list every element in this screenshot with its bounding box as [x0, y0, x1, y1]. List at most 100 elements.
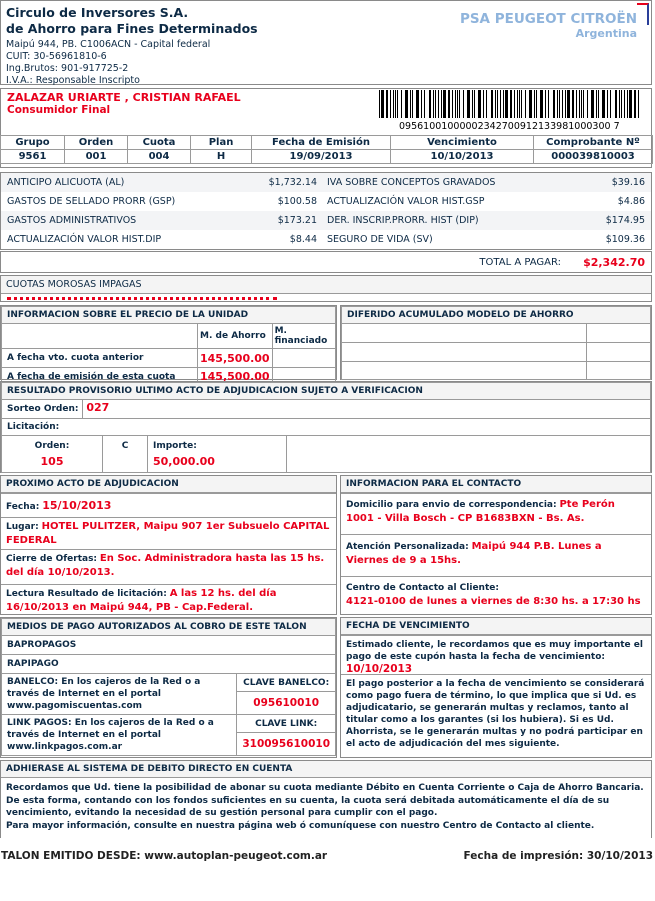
charge-label: ANTICIPO ALICUOTA (AL): [7, 177, 125, 188]
summary-header: Vencimiento: [390, 135, 534, 150]
barcode-bar: [621, 90, 622, 118]
total-row: TOTAL A PAGAR: $2,342.70: [0, 251, 652, 273]
barcode-bar: [619, 90, 620, 118]
pago-bapropagos: BAPROPAGOS: [1, 635, 336, 655]
summary-header: Cuota: [127, 135, 191, 150]
resultado-title: RESULTADO PROVISORIO ULTIMO ACTO DE ADJU…: [1, 382, 651, 400]
precio-row-value: 145,500.00: [197, 348, 273, 368]
footer-print-date: Fecha de impresión: 30/10/2013: [463, 850, 653, 862]
importe-label: Importe:: [153, 441, 197, 451]
charge-row: GASTOS DE SELLADO PRORR (GSP) $100.58 ACTU…: [1, 192, 651, 211]
barcode-bar: [638, 90, 639, 118]
charge-label: SEGURO DE VIDA (SV): [327, 234, 433, 245]
barcode-bar: [634, 90, 636, 118]
debito-text: Para mayor información, consulte en nues…: [6, 820, 595, 831]
vencimiento-date: 10/10/2013: [346, 663, 413, 675]
proximo-acto-section: PROXIMO ACTO DE ADJUDICACION Fecha: 15/1…: [0, 475, 337, 615]
charge-amount: $173.21: [277, 215, 317, 226]
barcode-bar: [627, 90, 628, 118]
barcode-bar: [562, 90, 563, 118]
total-value: $2,342.70: [583, 256, 645, 269]
barcode-bar: [386, 90, 388, 118]
charge-row: ANTICIPO ALICUOTA (AL) $1,732.14 IVA SOBRE…: [1, 173, 651, 192]
summary-value: H: [190, 149, 252, 164]
summary-value: 9561: [0, 149, 65, 164]
summary-value: 001: [64, 149, 128, 164]
licitacion-label: Licitación:: [1, 418, 651, 436]
fecha-value: 15/10/2013: [42, 499, 112, 512]
barcode-bar: [452, 90, 453, 118]
barcode-bar: [565, 90, 566, 118]
barcode-bar: [455, 90, 456, 118]
barcode-bar: [435, 90, 436, 118]
banelco-key: 095610010: [236, 691, 336, 715]
cuotas-morosas-title: CUOTAS MOROSAS IMPAGAS: [1, 276, 651, 294]
barcode-bar: [503, 90, 504, 118]
summary-value: 10/10/2013: [390, 149, 534, 164]
barcode-bar: [536, 90, 537, 118]
summary-value: 000039810003: [533, 149, 653, 164]
barcode-bar: [598, 90, 599, 118]
barcode-bar: [576, 90, 577, 118]
barcode-bar: [497, 90, 498, 118]
barcode-bar: [567, 90, 570, 118]
contacto-title: INFORMACION PARA EL CONTACTO: [341, 476, 651, 493]
charges-section: ANTICIPO ALICUOTA (AL) $1,732.14 IVA SOBRE…: [0, 172, 652, 250]
barcode-bar: [581, 90, 582, 118]
barcode-bar: [540, 90, 543, 118]
barcode-bar: [519, 90, 520, 118]
link-key: 310095610010: [236, 732, 336, 756]
barcode-bar: [491, 90, 493, 118]
barcode-bar: [421, 90, 422, 118]
domicilio-value: Pte Perón 1001 - Villa Bosch - CP B1683B…: [346, 499, 615, 524]
cierre-value: En Soc. Administradora hasta las 15 hs. …: [6, 553, 325, 578]
barcode-bar: [591, 90, 594, 118]
centro-value: 4121-0100 de lunes a viernes de 8:30 hs.…: [346, 596, 641, 607]
c-label: C: [102, 435, 148, 473]
logo-text: PSA PEUGEOT CITROËN: [459, 11, 637, 27]
issuer-ing-brutos: Ing.Brutos: 901-917725-2: [6, 63, 129, 74]
cuotas-morosas-section: CUOTAS MOROSAS IMPAGAS: [0, 275, 652, 302]
pago-rapipago: RAPIPAGO: [1, 654, 336, 674]
charge-amount: $100.58: [277, 196, 317, 207]
barcode-bar: [390, 90, 391, 118]
barcode-bar: [602, 90, 605, 118]
charge-label: GASTOS ADMINISTRATIVOS: [7, 215, 137, 226]
lugar-label: Lugar:: [6, 522, 39, 532]
orden-value: 105: [40, 455, 64, 468]
lugar-value: HOTEL PULITZER, Maipu 907 1er Subsuelo C…: [6, 521, 330, 546]
atencion-value: Maipú 944 P.B. Lunes a Viernes de 9 a 15…: [346, 541, 602, 566]
cuotas-morosas-clipped-text: [7, 297, 277, 300]
barcode-bar: [624, 90, 625, 118]
banelco-text: BANELCO: En los cajeros de la Red o a tr…: [0, 673, 238, 715]
barcode-bar: [424, 90, 425, 118]
barcode-bar: [607, 90, 608, 118]
barcode-bar: [467, 90, 470, 118]
barcode-bar: [379, 90, 380, 118]
charge-label: DER. INSCRIP.PRORR. HIST (DIP): [327, 215, 479, 226]
barcode-bar: [610, 90, 611, 118]
charge-amount: $8.44: [289, 234, 317, 245]
atencion-label: Atención Personalizada:: [346, 542, 469, 552]
medios-title: MEDIOS DE PAGO AUTORIZADOS AL COBRO DE E…: [1, 618, 336, 636]
barcode-bar: [381, 90, 384, 118]
barcode-bar: [486, 90, 487, 118]
charge-label: ACTUALIZACIÓN VALOR HIST.GSP: [327, 196, 485, 207]
vencimiento-text: Estimado cliente, le recordamos que es m…: [346, 640, 643, 662]
barcode-bar: [629, 90, 632, 118]
sorteo-value: 027: [86, 401, 110, 414]
barcode-bar: [545, 90, 546, 118]
barcode-bar: [433, 90, 434, 118]
barcode-bar: [474, 90, 475, 118]
charge-amount: $109.36: [605, 234, 645, 245]
barcode-bar: [505, 90, 508, 118]
barcode-bar: [510, 90, 512, 118]
barcode-bar: [412, 90, 413, 118]
barcode-bar: [583, 90, 584, 118]
charge-amount: $39.16: [611, 177, 645, 188]
summary-header: Comprobante Nº: [533, 135, 653, 150]
charge-label: IVA SOBRE CONCEPTOS GRAVADOS: [327, 177, 496, 188]
barcode-bar: [448, 90, 450, 118]
barcode-bar: [615, 90, 617, 118]
barcode-bar: [587, 90, 588, 118]
